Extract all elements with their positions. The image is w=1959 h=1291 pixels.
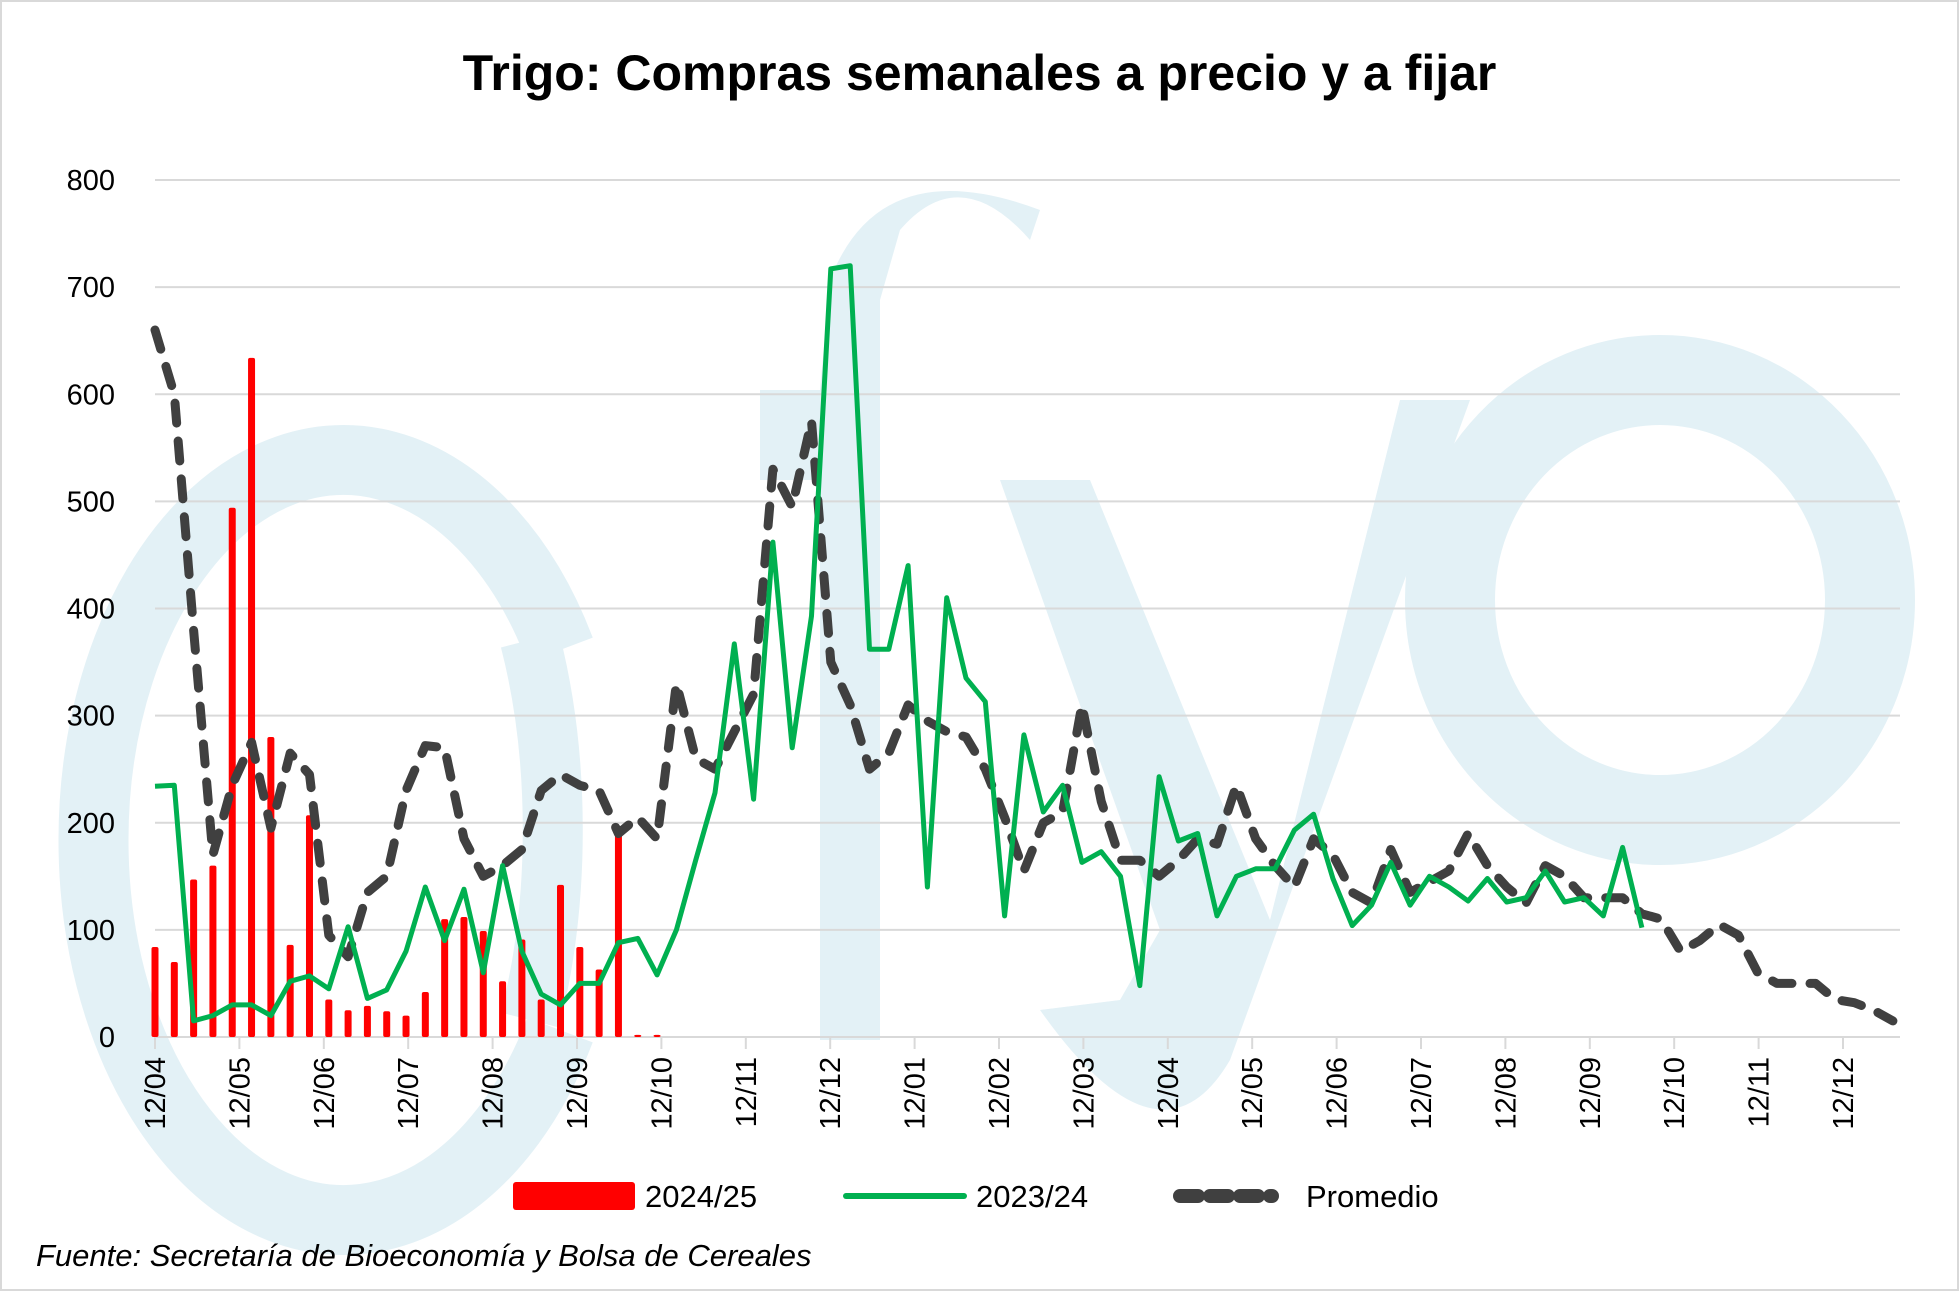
bar-2024-25 xyxy=(248,357,256,1037)
y-tick-label: 0 xyxy=(99,1022,115,1054)
legend-label-2023-24: 2023/24 xyxy=(976,1179,1088,1214)
legend: 2024/25 2023/24 Promedio xyxy=(513,1179,1439,1214)
bar-2024-25 xyxy=(383,1011,391,1037)
bar-2024-25 xyxy=(557,884,565,1037)
bar-2024-25 xyxy=(286,944,294,1037)
x-tick-label: 12/11 xyxy=(731,1057,763,1127)
x-tick-label: 12/08 xyxy=(1490,1057,1522,1130)
bar-2024-25 xyxy=(441,919,449,1037)
bar-2024-25 xyxy=(209,865,217,1037)
bar-2024-25 xyxy=(402,1015,410,1037)
source-note: Fuente: Secretaría de Bioeconomía y Bols… xyxy=(36,1238,812,1273)
bar-2024-25 xyxy=(634,1034,642,1037)
x-tick-label: 12/10 xyxy=(1659,1057,1691,1130)
x-tick-label: 12/03 xyxy=(1068,1057,1100,1130)
x-tick-label: 12/09 xyxy=(562,1057,594,1130)
bar-2024-25 xyxy=(305,815,313,1037)
y-tick-label: 800 xyxy=(67,165,115,197)
x-tick-label: 12/08 xyxy=(478,1057,510,1130)
x-tick-label: 12/09 xyxy=(1575,1057,1607,1130)
y-tick-label: 400 xyxy=(67,594,115,626)
watermark-o-shape xyxy=(1405,335,1915,865)
legend-swatch-2024-25 xyxy=(513,1182,635,1210)
x-tick-label: 12/04 xyxy=(1153,1057,1185,1130)
bar-2024-25 xyxy=(614,830,622,1037)
x-tick-label: 12/06 xyxy=(309,1057,341,1130)
legend-label-2024-25: 2024/25 xyxy=(645,1179,757,1214)
x-tick-label: 12/12 xyxy=(815,1057,847,1130)
chart-title: Trigo: Compras semanales a precio y a fi… xyxy=(462,45,1497,101)
x-tick-label: 12/11 xyxy=(1744,1057,1776,1127)
x-tick-label: 12/10 xyxy=(646,1057,678,1130)
x-tick-label: 12/04 xyxy=(140,1057,172,1130)
x-tick-label: 12/07 xyxy=(1406,1057,1438,1130)
bar-2024-25 xyxy=(576,947,584,1037)
x-tick-label: 12/07 xyxy=(393,1057,425,1130)
bar-2024-25 xyxy=(421,992,429,1037)
watermark-f-shape xyxy=(760,191,1040,1041)
bar-2024-25 xyxy=(363,1005,371,1037)
y-tick-label: 500 xyxy=(67,486,115,518)
y-tick-label: 100 xyxy=(67,915,115,947)
watermark-y-shape xyxy=(1000,400,1470,1110)
x-tick-label: 12/12 xyxy=(1828,1057,1860,1130)
bar-2024-25 xyxy=(344,1010,352,1037)
bar-2024-25 xyxy=(518,939,526,1037)
bar-2024-25 xyxy=(499,981,507,1037)
bar-2024-25 xyxy=(228,507,236,1037)
legend-label-promedio: Promedio xyxy=(1306,1179,1439,1214)
bar-2024-25 xyxy=(460,917,468,1037)
bar-2024-25 xyxy=(151,947,159,1037)
bar-2024-25 xyxy=(267,737,275,1037)
watermark-logo xyxy=(58,191,1915,1255)
x-tick-label: 12/05 xyxy=(224,1057,256,1130)
y-tick-label: 200 xyxy=(67,808,115,840)
bar-2024-25 xyxy=(595,969,603,1037)
x-tick-label: 12/05 xyxy=(1237,1057,1269,1130)
y-tick-label: 700 xyxy=(67,272,115,304)
y-tick-label: 300 xyxy=(67,701,115,733)
bar-2024-25 xyxy=(653,1034,661,1037)
x-tick-label: 12/06 xyxy=(1322,1057,1354,1130)
bar-2024-25 xyxy=(170,962,178,1037)
line-2023-24 xyxy=(154,263,1645,1024)
bar-2024-25 xyxy=(325,999,333,1037)
x-tick-label: 12/02 xyxy=(984,1057,1016,1130)
line-promedio xyxy=(150,325,1898,1026)
watermark-arc xyxy=(500,632,583,1028)
watermark-c xyxy=(58,425,593,1255)
bar-2024-25 xyxy=(537,999,545,1037)
y-tick-label: 600 xyxy=(67,379,115,411)
x-tick-label: 12/01 xyxy=(900,1057,932,1130)
